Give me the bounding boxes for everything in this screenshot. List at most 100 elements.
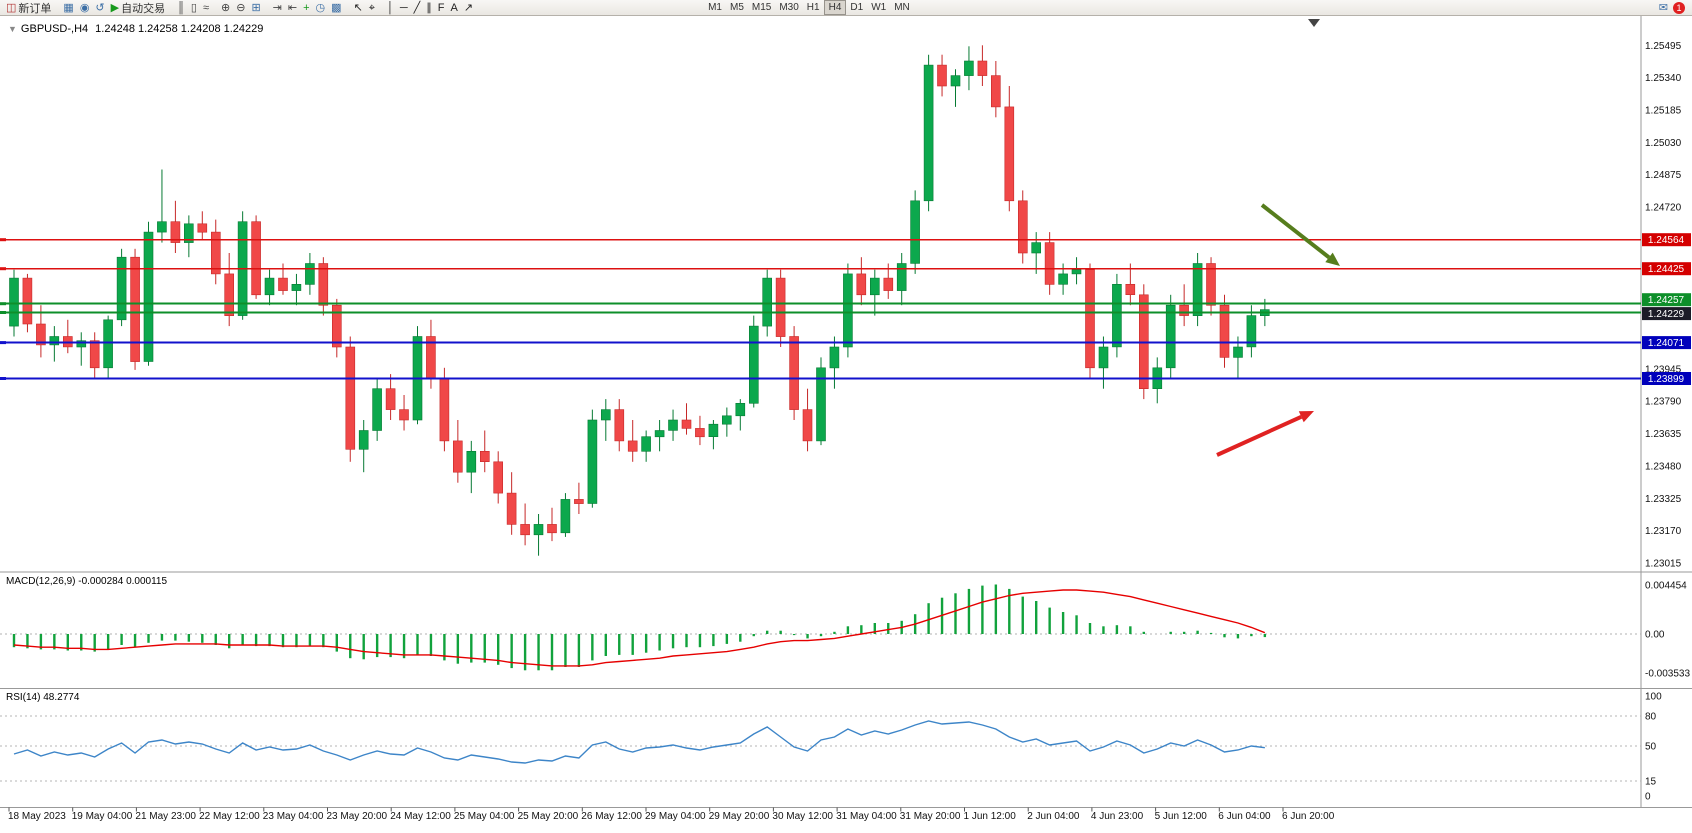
timeframe-mn[interactable]: MN: [894, 2, 910, 13]
horizontal-line-icon: ─: [399, 1, 408, 14]
price-tag: [1642, 262, 1691, 276]
timeframe-m30[interactable]: M30: [779, 2, 799, 13]
macd-panel: 0.004454 0.00 -0.003533: [0, 581, 1690, 679]
timeframe-w1[interactable]: W1: [871, 2, 887, 13]
text-button[interactable]: A: [448, 0, 461, 15]
autotrading-button-label: 自动交易: [121, 2, 166, 15]
time-axis-label: 18 May 2023: [8, 811, 66, 822]
toolbar-right: ✉ 1: [1659, 1, 1689, 14]
price-axis-label: 1.23015: [1645, 559, 1682, 570]
price-axis-label: 1.23480: [1645, 462, 1682, 473]
time-axis-label: 2 Jun 04:00: [1027, 811, 1080, 822]
time-axis-label: 23 May 20:00: [327, 811, 388, 822]
hline-left-tick: [0, 238, 6, 242]
chart-ohlc-values: 1.24248 1.24258 1.24208 1.24229: [95, 23, 264, 35]
timeframe-d1[interactable]: D1: [850, 2, 864, 13]
bar-chart-button[interactable]: ║: [174, 0, 188, 15]
arrows-button[interactable]: ↗: [461, 0, 476, 15]
time-axis-label: 21 May 23:00: [135, 811, 196, 822]
tile-windows-icon: ⊞: [251, 1, 261, 14]
crosshair-icon: ⌖: [368, 1, 375, 14]
time-axis-label: 29 May 20:00: [709, 811, 770, 822]
timeframe-m5[interactable]: M5: [729, 2, 744, 13]
charts-grid-button[interactable]: ▦: [60, 0, 76, 15]
time-axis-label: 19 May 04:00: [72, 811, 133, 822]
horizontal-line-objects[interactable]: [0, 238, 1641, 380]
price-tag: [1642, 293, 1691, 307]
vertical-line-icon: │: [386, 1, 394, 14]
channel-icon: ∥: [426, 1, 432, 14]
vertical-line-button[interactable]: │: [384, 0, 397, 15]
rsi-line: [13, 720, 1265, 764]
tile-windows-button[interactable]: ⊞: [248, 0, 263, 15]
down-trend-arrow[interactable]: [1260, 203, 1340, 266]
chart-symbol-period: GBPUSD-,H4: [20, 23, 89, 35]
chart-shift-icon: ⇤: [287, 1, 298, 14]
price-tag-value: 1.24257: [1648, 295, 1685, 306]
main-toolbar: ◫ 新订单 ▦ ◉ ↺ ▶ 自动交易 ║ ▯ ≈ ⊕ ⊖ ⊞ ⇥ ⇤ + ◷ ▩ ↖ ⌖ │ ─ ╱ ∥ F A ↗ M1 M5 M15…: [0, 0, 1692, 16]
timeframe-m1[interactable]: M1: [708, 2, 722, 13]
templates-button[interactable]: ▩: [328, 0, 344, 15]
cursor-icon: ↖: [353, 1, 363, 14]
new-order-button[interactable]: ◫ 新订单: [3, 0, 54, 15]
trendline-icon: ╱: [413, 1, 421, 14]
timeframe-m15[interactable]: M15: [751, 2, 772, 13]
crosshair-button[interactable]: ⌖: [366, 0, 378, 15]
timeframe-h4[interactable]: H4: [823, 0, 847, 15]
hline-left-tick: [0, 267, 6, 271]
refresh-icon: ↺: [95, 1, 105, 14]
zoom-out-button[interactable]: ⊖: [233, 0, 248, 15]
chart-title: ▼ GBPUSD-,H4 1.24248 1.24258 1.24208 1.242…: [8, 23, 263, 35]
timeframe-h1[interactable]: H1: [806, 2, 820, 13]
time-axis-label: 24 May 12:00: [390, 811, 451, 822]
timeframe-toolbar: M1 M5 M15 M30 H1 H4 D1 W1 MN: [704, 0, 914, 15]
time-axis-label: 29 May 04:00: [645, 811, 706, 822]
chat-icon-button[interactable]: ✉: [1658, 2, 1668, 14]
macd-axis-label: 0.00: [1645, 630, 1665, 641]
candlestick-series: [9, 45, 1270, 556]
hline-left-tick: [0, 302, 6, 306]
chart-shift-button[interactable]: ⇤: [285, 0, 300, 15]
fibonacci-button[interactable]: F: [435, 0, 448, 15]
time-axis: 18 May 2023 19 May 04:00 21 May 23:00 22 Ma…: [8, 807, 1335, 822]
horizontal-line-button[interactable]: ─: [397, 0, 411, 15]
refresh-button[interactable]: ↺: [92, 0, 107, 15]
zoom-out-icon: ⊖: [236, 1, 246, 14]
trendline-button[interactable]: ╱: [411, 0, 424, 15]
profile-button[interactable]: ◉: [77, 0, 93, 15]
price-tag-value: 1.24071: [1648, 338, 1685, 349]
auto-scroll-button[interactable]: ⇥: [270, 0, 285, 15]
panel-separators: [0, 16, 1692, 808]
toolbar-buttons: ◫ 新订单 ▦ ◉ ↺ ▶ 自动交易 ║ ▯ ≈ ⊕ ⊖ ⊞ ⇥ ⇤ + ◷ ▩ ↖ ⌖ │ ─ ╱ ∥ F A ↗: [3, 0, 476, 15]
line-chart-icon: ≈: [202, 1, 210, 14]
line-chart-button[interactable]: ≈: [200, 0, 212, 15]
chart-window: 1.25495 1.25340 1.25185 1.25030 1.24875 1.247…: [0, 16, 1692, 833]
price-tag-value: 1.24229: [1648, 309, 1685, 320]
price-tag: [1642, 233, 1691, 247]
candlestick-chart-button[interactable]: ▯: [188, 0, 200, 15]
zoom-in-button[interactable]: ⊕: [218, 0, 233, 15]
periods-button[interactable]: ◷: [313, 0, 329, 15]
price-axis-label: 1.25340: [1645, 73, 1682, 84]
notifications-badge[interactable]: 1: [1673, 1, 1685, 14]
rsi-axis-label: 0: [1645, 792, 1651, 803]
bar-chart-icon: ║: [177, 1, 185, 14]
price-tag: [1642, 307, 1691, 321]
autotrading-button[interactable]: ▶ 自动交易: [108, 0, 168, 15]
time-axis-label: 1 Jun 12:00: [964, 811, 1017, 822]
time-axis-label: 25 May 20:00: [518, 811, 579, 822]
cursor-button[interactable]: ↖: [351, 0, 366, 15]
price-axis: 1.25495 1.25340 1.25185 1.25030 1.24875 1.247…: [1642, 41, 1691, 570]
up-trend-arrow[interactable]: [1216, 411, 1314, 457]
time-axis-label: 31 May 04:00: [836, 811, 897, 822]
time-axis-label: 5 Jun 12:00: [1155, 811, 1208, 822]
time-axis-label: 6 Jun 20:00: [1282, 811, 1335, 822]
chart-collapse-icon[interactable]: ▼: [8, 24, 17, 34]
charts-grid-icon: ▦: [63, 1, 74, 14]
channel-button[interactable]: ∥: [423, 0, 435, 15]
hline-left-tick: [0, 341, 6, 345]
indicators-button[interactable]: +: [300, 0, 312, 15]
macd-indicator-label: MACD(12,26,9) -0.000284 0.000115: [6, 576, 168, 587]
chart-shift-marker[interactable]: [1308, 19, 1320, 27]
chart-canvas[interactable]: 1.25495 1.25340 1.25185 1.25030 1.24875 1.247…: [0, 16, 1692, 833]
